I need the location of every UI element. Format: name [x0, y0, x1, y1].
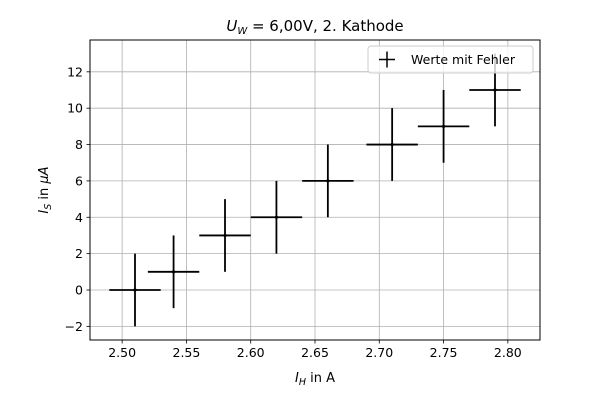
x-tick-label: 2.55 — [173, 345, 201, 360]
data-point — [302, 144, 354, 218]
y-tick-label: 2 — [75, 246, 83, 261]
point-marker — [133, 288, 137, 292]
x-axis: 2.50 2.55 2.60 2.65 2.70 2.75 2.80 — [108, 340, 522, 360]
point-marker — [223, 233, 227, 238]
point-marker — [326, 179, 330, 183]
point-marker — [171, 270, 176, 274]
x-tick-label: 2.65 — [301, 345, 329, 360]
x-axis-label: IH in A — [295, 371, 335, 388]
x-tick-label: 2.80 — [494, 345, 522, 360]
x-tick-label: 2.75 — [430, 345, 458, 360]
data-point — [250, 180, 303, 254]
point-marker — [493, 88, 497, 92]
x-tick-label: 2.70 — [365, 345, 393, 360]
chart-title: UW = 6,00V, 2. Kathode — [226, 17, 403, 37]
y-tick-label: 4 — [75, 210, 83, 225]
legend-label: Werte mit Fehler — [411, 52, 516, 67]
data-point — [366, 108, 418, 181]
y-axis: −2 0 2 4 6 8 10 12 — [65, 64, 90, 334]
grid — [90, 40, 540, 340]
data-point — [199, 199, 251, 272]
x-tick-label: 2.50 — [108, 345, 136, 360]
point-marker — [441, 124, 446, 128]
y-tick-label: −2 — [65, 319, 83, 334]
data-point — [147, 235, 200, 309]
y-tick-label: 8 — [75, 137, 83, 152]
y-tick-label: 6 — [75, 173, 83, 188]
x-tick-label: 2.60 — [237, 345, 265, 360]
error-bars — [109, 53, 521, 327]
data-point — [417, 90, 470, 163]
point-marker — [390, 142, 394, 147]
y-tick-label: 12 — [67, 64, 83, 79]
y-axis-label: IS in μA — [37, 166, 54, 213]
y-tick-label: 10 — [67, 101, 83, 116]
data-point — [109, 253, 161, 327]
point-marker — [274, 215, 279, 219]
legend-box — [367, 45, 534, 74]
y-tick-label: 0 — [75, 283, 83, 298]
legend: Werte mit Fehler — [367, 45, 534, 74]
